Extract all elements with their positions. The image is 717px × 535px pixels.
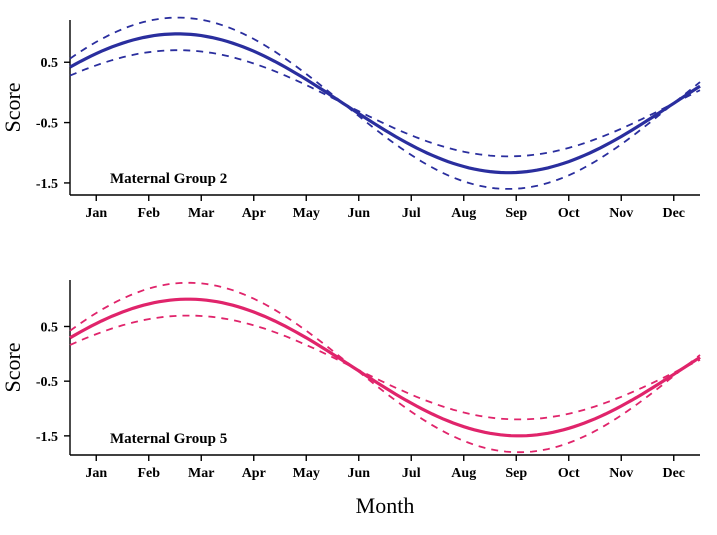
panel-0: Jan Feb Mar Apr May Jun Jul Aug Sep Oct Nov Dec -1.5… bbox=[0, 18, 700, 221]
panel-label: Maternal Group 2 bbox=[110, 171, 227, 187]
y-tick-label: 0.5 bbox=[41, 56, 59, 71]
y-axis-title: Score bbox=[0, 82, 25, 132]
y-tick-label: 0.5 bbox=[41, 320, 59, 335]
ci-lower-line bbox=[70, 50, 700, 156]
y-tick-label: -0.5 bbox=[36, 117, 58, 132]
x-tick-label: Sep bbox=[505, 206, 527, 221]
x-tick-label: Sep bbox=[505, 466, 527, 481]
x-tick-label: Aug bbox=[451, 206, 476, 221]
ci-upper-line bbox=[70, 283, 700, 452]
y-axis-title: Score bbox=[0, 342, 25, 392]
x-tick-label: Jun bbox=[347, 466, 370, 481]
panel-label: Maternal Group 5 bbox=[110, 431, 227, 447]
main-line bbox=[70, 34, 700, 173]
ci-lower-line bbox=[70, 316, 700, 420]
x-tick-label: Aug bbox=[451, 466, 476, 481]
y-tick-label: -1.5 bbox=[36, 177, 58, 192]
x-tick-label: Mar bbox=[188, 466, 214, 481]
x-tick-label: Feb bbox=[137, 206, 160, 221]
x-tick-label: Jun bbox=[347, 206, 370, 221]
x-axis-title: Month bbox=[356, 493, 415, 518]
x-tick-label: Jul bbox=[402, 206, 421, 221]
x-tick-label: May bbox=[293, 466, 320, 481]
chart-svg: Jan Feb Mar Apr May Jun Jul Aug Sep Oct Nov Dec -1.5… bbox=[0, 0, 717, 535]
chart-container: Jan Feb Mar Apr May Jun Jul Aug Sep Oct Nov Dec -1.5… bbox=[0, 0, 717, 535]
x-tick-label: Oct bbox=[558, 466, 580, 481]
panel-1: Jan Feb Mar Apr May Jun Jul Aug Sep Oct Nov Dec -1.5… bbox=[0, 280, 700, 481]
ci-upper-line bbox=[70, 18, 700, 189]
x-tick-label: Nov bbox=[609, 206, 633, 221]
x-tick-label: Oct bbox=[558, 206, 580, 221]
x-tick-label: Dec bbox=[662, 466, 685, 481]
x-tick-label: Jan bbox=[85, 466, 107, 481]
x-tick-label: Apr bbox=[242, 206, 266, 221]
main-line bbox=[70, 299, 700, 436]
x-tick-label: Nov bbox=[609, 466, 633, 481]
x-tick-label: Dec bbox=[662, 206, 685, 221]
x-tick-label: Feb bbox=[137, 466, 160, 481]
x-tick-label: Mar bbox=[188, 206, 214, 221]
x-tick-label: Jan bbox=[85, 206, 107, 221]
x-tick-label: May bbox=[293, 206, 320, 221]
x-tick-label: Apr bbox=[242, 466, 266, 481]
y-tick-label: -0.5 bbox=[36, 375, 58, 390]
y-tick-label: -1.5 bbox=[36, 430, 58, 445]
x-tick-label: Jul bbox=[402, 466, 421, 481]
